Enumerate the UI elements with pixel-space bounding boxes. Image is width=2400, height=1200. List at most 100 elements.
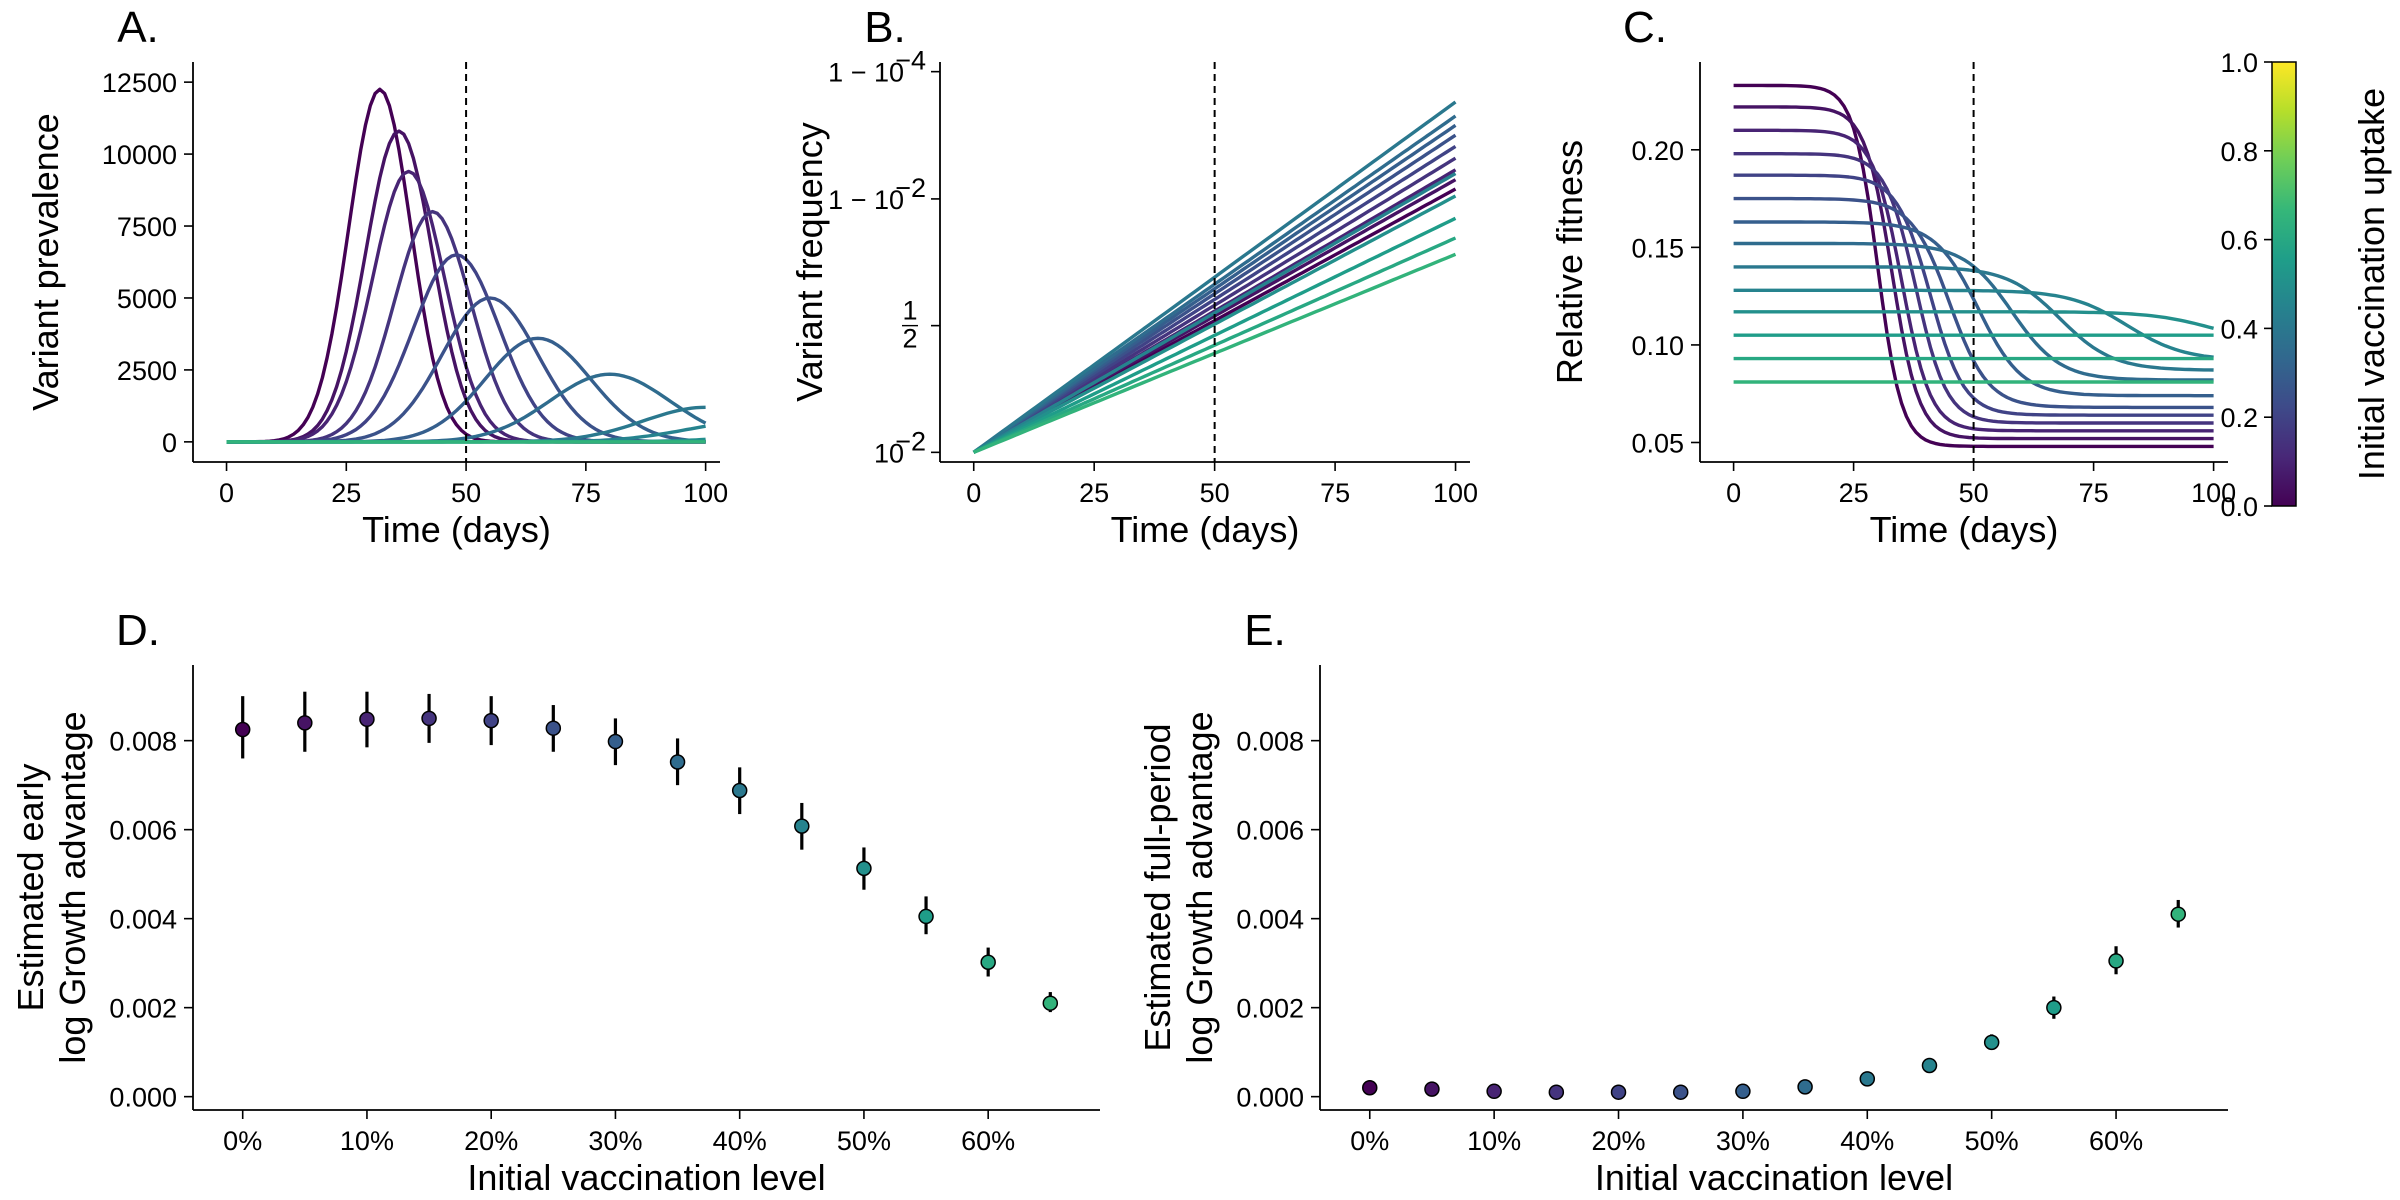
panel-a-ytick-label: 10000	[102, 140, 177, 170]
panel-e-ytick-label: 0.008	[1236, 727, 1304, 757]
colorbar-tick-label: 0.2	[2220, 403, 2258, 433]
panel-a-ytick-label: 5000	[117, 284, 177, 314]
panel-b-xtick-label: 25	[1079, 478, 1109, 508]
panel-b-ytick-label-exp: −4	[895, 46, 926, 76]
panel-d-xtick-label: 20%	[464, 1126, 518, 1156]
panel-d-point	[234, 721, 251, 738]
panel-c-xtick-label: 75	[2079, 478, 2109, 508]
panel-d-point	[918, 908, 934, 925]
panel-e-point	[1735, 1083, 1751, 1100]
panel-e-point	[1921, 1057, 1938, 1074]
panel-d-point	[297, 715, 313, 731]
panel-b-ytick-label: 1 − 10	[828, 185, 904, 215]
panel-d-point	[607, 733, 624, 750]
panel-c-xtick-label: 100	[2191, 478, 2236, 508]
colorbar: 0.0 0.2 0.4 0.6 0.8 1.0 Initial vaccination up…	[2220, 48, 2392, 522]
panel-e-xtick-label: 0%	[1350, 1126, 1389, 1156]
panel-d-point	[1042, 995, 1059, 1011]
panel-e-point	[1610, 1084, 1627, 1100]
panel-a-ylabel: Variant prevalence	[25, 113, 66, 411]
panel-e-xlabel: Initial vaccination level	[1595, 1157, 1953, 1198]
panel-b-ytick-label-num: 1	[902, 296, 917, 326]
panel-c-series-line	[1733, 196, 2214, 410]
panel-c-ytick-label: 0.05	[1631, 428, 1684, 458]
panel-d-xlabel: Initial vaccination level	[467, 1157, 825, 1198]
panel-b-ytick-label-den: 2	[902, 324, 917, 354]
panel-a-xtick-label: 100	[683, 478, 728, 508]
panel-e-ytick-label: 0.004	[1236, 905, 1304, 935]
panel-b-xtick-label: 50	[1200, 478, 1230, 508]
panel-b-series-line	[972, 216, 1457, 454]
panel-d-point	[980, 954, 996, 971]
panel-b-series-line	[972, 172, 1457, 454]
panel-e-ylabel-line: log Growth advantage	[1179, 711, 1220, 1063]
panel-d-ytick-label: 0.008	[109, 727, 177, 757]
panel-b-ytick-label-exp: −2	[895, 173, 926, 203]
panel-e-ytick-label: 0.002	[1236, 994, 1304, 1024]
panel-e-ylabel-line: Estimated full-period	[1137, 723, 1178, 1051]
panel-b-label: B.	[864, 3, 906, 52]
panel-d-ytick-label: 0.004	[109, 905, 177, 935]
panel-a-ytick-label: 12500	[102, 68, 177, 98]
panel-c-xtick-label: 50	[1959, 478, 1989, 508]
panel-e-point	[1362, 1080, 1378, 1096]
colorbar-label: Initial vaccination uptake	[2351, 88, 2392, 480]
panel-b-ytick-label-exp: −2	[895, 426, 926, 456]
panel-c-ytick-label: 0.15	[1631, 233, 1684, 263]
panel-b-series-line	[972, 100, 1457, 454]
panel-b-xtick-label: 100	[1433, 478, 1478, 508]
panel-a-ytick-label: 2500	[117, 356, 177, 386]
panel-d-xtick-label: 50%	[837, 1126, 891, 1156]
panel-e-point	[1672, 1084, 1689, 1100]
panel-c-series-line	[1733, 310, 2215, 330]
panel-d-ylabel-line: Estimated early	[10, 763, 51, 1011]
panel-c-ytick-label: 0.10	[1631, 331, 1684, 361]
panel-c-ylabel: Relative fitness	[1549, 140, 1590, 384]
panel-c-series-line	[1733, 220, 2214, 398]
panel-d-point	[794, 818, 810, 834]
panel-b-ytick-label: 1 − 10	[828, 58, 904, 88]
panel-c-label: C.	[1623, 3, 1667, 52]
panel-e-point	[2108, 953, 2124, 969]
panel-b-ytick-label: 10	[874, 438, 904, 468]
panel-b-series-line	[973, 236, 1457, 454]
panel-a: A. 0 25 50 75 100 0 2500 5000 7500 10000 12500 Time …	[25, 3, 728, 550]
panel-e-xtick-label: 30%	[1716, 1126, 1770, 1156]
panel-d-xtick-label: 60%	[961, 1126, 1015, 1156]
panel-e-point	[1983, 1034, 2000, 1051]
panel-a-label: A.	[117, 3, 159, 52]
panel-e-xtick-label: 40%	[1840, 1126, 1894, 1156]
panel-b-xlabel: Time (days)	[1111, 509, 1300, 550]
panel-c-xtick-label: 25	[1839, 478, 1869, 508]
panel-a-xtick-label: 25	[331, 478, 361, 508]
panel-e-point	[2046, 999, 2062, 1016]
panel-d-point	[359, 711, 375, 728]
panel-d-point	[856, 860, 872, 877]
panel-c-xtick-label: 0	[1726, 478, 1741, 508]
panel-a-ytick-label: 7500	[117, 212, 177, 242]
panel-d-ytick-label: 0.002	[109, 994, 177, 1024]
colorbar-gradient	[2271, 61, 2297, 507]
panel-e-xtick-label: 20%	[1591, 1126, 1645, 1156]
panel-d-ytick-label: 0.006	[109, 816, 177, 846]
panel-b-xtick-label: 75	[1320, 478, 1350, 508]
panel-c-ytick-label: 0.20	[1631, 136, 1684, 166]
panel-e: E. 0% 10% 20% 30% 40% 50% 60% 0.000 0.002 0.004 0.0…	[1137, 606, 2228, 1198]
panel-c-xlabel: Time (days)	[1870, 509, 2059, 550]
colorbar-tick-label: 0.8	[2220, 137, 2258, 167]
panel-d-point	[731, 782, 748, 799]
colorbar-tick-label: 1.0	[2220, 48, 2258, 78]
colorbar-tick-label: 0.4	[2220, 314, 2258, 344]
panel-d-xtick-label: 30%	[588, 1126, 642, 1156]
panel-e-point	[1424, 1081, 1440, 1097]
panel-d-ylabel-line: log Growth advantage	[52, 711, 93, 1063]
panel-d-point	[545, 720, 562, 736]
panel-e-point	[1548, 1084, 1565, 1100]
panel-e-ytick-label: 0.000	[1236, 1083, 1304, 1113]
panel-d: D. 0% 10% 20% 30% 40% 50% 60% 0.000 0.002 0.004 0.0…	[10, 606, 1100, 1198]
colorbar-tick-label: 0.0	[2220, 492, 2258, 522]
panel-e-point	[1859, 1071, 1876, 1087]
panel-e-point	[2170, 906, 2186, 922]
